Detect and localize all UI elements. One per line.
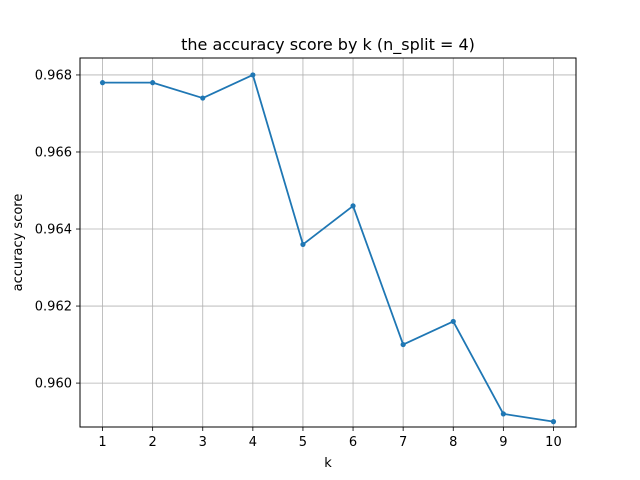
data-point (400, 341, 406, 348)
x-tick-label: 4 (249, 435, 257, 450)
x-tick-label: 9 (499, 435, 507, 450)
series-line (102, 74, 554, 423)
x-tick-label: 1 (98, 435, 106, 450)
x-tick-label: 5 (299, 435, 307, 450)
x-tick-label: 3 (199, 435, 207, 450)
data-point (99, 80, 106, 86)
chart-title: the accuracy score by k (n_split = 4) (181, 35, 475, 55)
axes-frame (79, 57, 577, 428)
y-tick-label: 0.964 (35, 223, 72, 238)
y-axis: 0.960 0.962 0.964 0.966 0.968 (35, 68, 80, 392)
y-tick-label: 0.966 (35, 145, 72, 160)
y-tick-label: 0.960 (35, 377, 72, 392)
series-layer (99, 72, 557, 425)
data-point (200, 95, 206, 101)
data-point (150, 80, 156, 86)
x-axis: 1 2 3 4 5 6 7 8 9 10 (98, 427, 562, 450)
x-tick-label: 8 (449, 435, 457, 450)
data-point (500, 411, 506, 417)
data-point (350, 203, 356, 209)
x-axis-label: k (324, 456, 332, 471)
x-tick-label: 2 (149, 435, 157, 450)
data-point (550, 419, 557, 425)
data-point (300, 241, 306, 248)
y-axis-label: accuracy score (11, 194, 26, 292)
data-point (450, 318, 456, 325)
y-tick-label: 0.968 (35, 68, 72, 83)
x-tick-label: 6 (349, 435, 357, 450)
x-tick-label: 7 (399, 435, 407, 450)
grid (80, 58, 576, 427)
x-tick-label: 10 (545, 435, 562, 450)
data-point (250, 72, 256, 78)
y-tick-label: 0.962 (35, 300, 72, 315)
